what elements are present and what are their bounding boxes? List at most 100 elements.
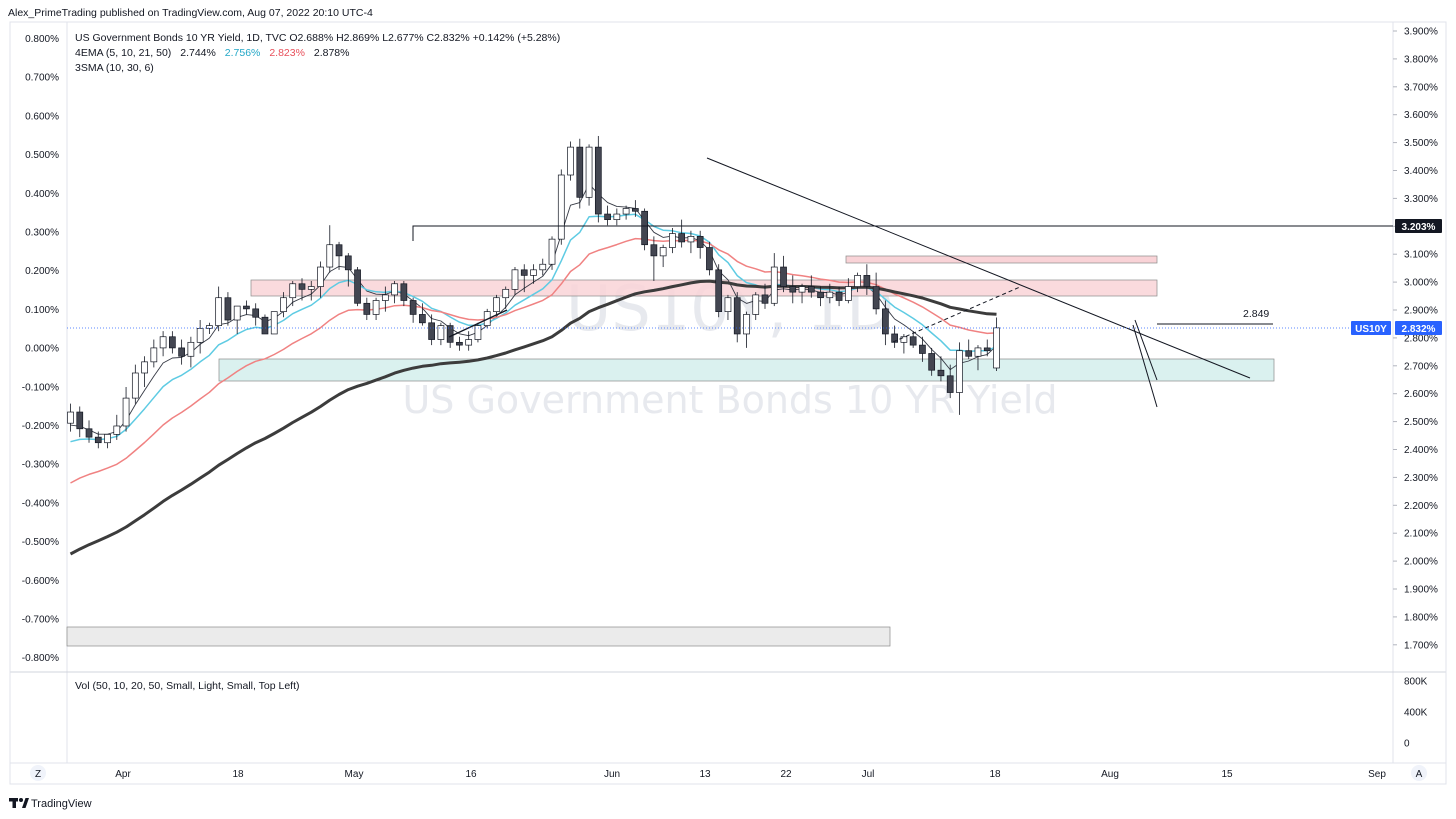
candle	[409, 297, 417, 323]
time-axis-tick: Jun	[604, 769, 620, 780]
outer-frame	[9, 21, 1447, 785]
candle	[780, 255, 787, 293]
legend-sma: 3SMA (10, 30, 6)	[75, 62, 154, 74]
candle	[141, 356, 148, 387]
candle	[307, 280, 315, 301]
right-axis-tick: 3.300%	[1404, 194, 1438, 205]
time-axis-tick: Apr	[115, 769, 131, 780]
tradingview-logo: TradingView	[9, 798, 92, 810]
candle	[428, 314, 435, 346]
candle	[539, 258, 547, 276]
ema21-value: 2.823%	[269, 47, 305, 59]
left-axis-tick: -0.500%	[22, 537, 59, 548]
candle	[798, 283, 806, 304]
right-axis-tick: 3.700%	[1404, 82, 1438, 93]
time-axis-tick: May	[345, 769, 364, 780]
drawings	[412, 157, 1393, 408]
tradingview-logo-icon	[9, 798, 29, 808]
ema-label: 4EMA (5, 10, 21, 50)	[75, 47, 171, 59]
z-button[interactable]: Z	[30, 765, 46, 781]
time-axis-tick: 22	[780, 769, 792, 780]
candle	[882, 300, 889, 346]
candle	[215, 286, 223, 332]
candle	[511, 267, 519, 295]
ema10-value: 2.756%	[225, 47, 261, 59]
svg-text:A: A	[1416, 769, 1423, 780]
candle	[965, 339, 973, 360]
level-price-tag: 3.203%	[1395, 219, 1442, 233]
annotation-label: 2.849	[1243, 308, 1269, 320]
candle	[233, 305, 241, 334]
candle	[678, 219, 686, 248]
volume-axis-tick: 0	[1404, 739, 1410, 750]
candle	[344, 253, 352, 287]
right-axis-tick: 2.300%	[1404, 473, 1438, 484]
left-axis-tick: 0.000%	[25, 344, 59, 355]
candle	[761, 283, 769, 309]
right-axis[interactable]: 3.900% 3.800% 3.700% 3.600% 3.500% 3.400% 3.30…	[1393, 27, 1438, 652]
candle	[94, 431, 102, 449]
candle	[252, 303, 260, 326]
candle	[604, 205, 611, 226]
candle	[826, 283, 834, 304]
a-button[interactable]: A	[1411, 765, 1427, 781]
candle	[169, 331, 176, 354]
candle	[752, 292, 760, 321]
candle	[872, 272, 880, 315]
main-pane[interactable]	[67, 22, 1393, 670]
volume-legend: Vol (50, 10, 20, 50, Small, Light, Small…	[75, 680, 300, 692]
right-axis-tick: 2.400%	[1404, 445, 1438, 456]
volume-axis-tick: 800K	[1404, 677, 1428, 688]
ema-line	[69, 279, 997, 556]
candle	[900, 333, 908, 354]
left-axis[interactable]: 0.800% 0.700% 0.600% 0.500% 0.400% 0.300% 0.20…	[22, 34, 59, 664]
candle	[863, 264, 871, 295]
right-axis-tick: 2.200%	[1404, 501, 1438, 512]
right-axis-tick: 3.000%	[1404, 278, 1438, 289]
right-axis-tick: 2.700%	[1404, 361, 1438, 372]
candle	[113, 414, 121, 440]
support-zone	[218, 358, 1275, 382]
candle	[474, 322, 482, 343]
candle	[520, 264, 528, 293]
time-axis-tick: 13	[699, 769, 711, 780]
candle	[928, 347, 936, 376]
candle	[196, 320, 204, 354]
candle	[956, 342, 963, 415]
legend-symbol-line: US Government Bonds 10 YR Yield, 1D, TVC…	[75, 32, 560, 44]
candle	[650, 236, 658, 281]
candle	[993, 317, 1000, 372]
right-axis-tick: 1.700%	[1404, 640, 1438, 651]
candle	[909, 331, 917, 348]
candle	[576, 138, 584, 209]
right-axis-tick: 1.800%	[1404, 612, 1438, 623]
right-axis-tick: 3.800%	[1404, 54, 1438, 65]
candle	[613, 208, 621, 226]
svg-text:US10Y: US10Y	[1355, 324, 1387, 335]
time-axis-tick: Sep	[1368, 769, 1386, 780]
right-axis-tick: 2.500%	[1404, 417, 1438, 428]
left-axis-tick: -0.600%	[22, 576, 59, 587]
ema-line	[70, 213, 997, 443]
left-axis-tick: -0.100%	[22, 382, 59, 393]
candle	[743, 311, 750, 348]
legend-ema: 4EMA (5, 10, 21, 50) 2.744% 2.756% 2.823…	[75, 47, 350, 59]
candle	[326, 225, 334, 273]
ema5-value: 2.744%	[180, 47, 216, 59]
candle	[270, 311, 278, 335]
candle	[835, 286, 843, 307]
right-axis-tick: 3.600%	[1404, 110, 1438, 121]
candle	[465, 331, 473, 351]
resistance-zone-upper	[845, 255, 1158, 264]
candle	[919, 336, 926, 362]
candle	[891, 325, 898, 348]
candle	[715, 264, 723, 318]
short-trendline	[448, 309, 508, 338]
last-price-tag: 2.832%	[1395, 321, 1442, 335]
candle	[400, 280, 408, 307]
candle	[104, 434, 111, 449]
candle	[372, 297, 380, 321]
candle	[131, 364, 139, 404]
time-axis[interactable]: Apr 18 May 16 Jun 13 22 Jul 18 Aug 15 Sep	[115, 769, 1386, 780]
